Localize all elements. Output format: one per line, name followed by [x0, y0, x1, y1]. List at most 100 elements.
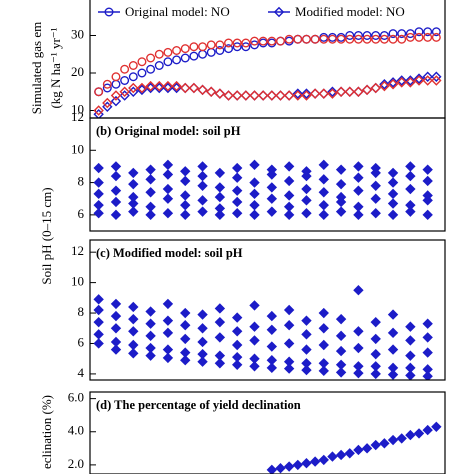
- point: [180, 190, 191, 201]
- point: [379, 438, 390, 449]
- point: [405, 29, 415, 39]
- point: [232, 196, 243, 208]
- point: [145, 174, 156, 185]
- point: [387, 209, 399, 221]
- point: [128, 198, 139, 209]
- point: [180, 199, 191, 211]
- point: [353, 444, 364, 456]
- point: [224, 44, 234, 54]
- point: [301, 358, 312, 369]
- point: [119, 86, 130, 97]
- point: [93, 199, 104, 211]
- point: [240, 90, 252, 101]
- point: [110, 298, 122, 310]
- point: [405, 429, 416, 441]
- point: [110, 336, 122, 348]
- panel-title: (b) Original model: soil pH: [96, 124, 241, 138]
- point: [145, 209, 156, 221]
- point: [422, 347, 433, 358]
- point: [180, 166, 191, 177]
- point: [197, 180, 208, 191]
- point: [111, 72, 121, 82]
- point: [128, 301, 139, 313]
- y-tick-label: 10: [71, 141, 84, 156]
- point: [335, 449, 347, 461]
- point: [422, 71, 433, 82]
- point: [431, 27, 441, 37]
- point: [197, 84, 208, 96]
- point: [387, 327, 399, 339]
- point: [283, 461, 295, 472]
- point: [370, 348, 381, 360]
- point: [422, 371, 433, 380]
- point: [361, 84, 373, 96]
- point: [214, 358, 226, 369]
- point: [137, 57, 147, 67]
- y-tick-label: 4.0: [68, 423, 84, 438]
- point: [405, 206, 416, 217]
- point: [422, 332, 433, 343]
- point: [93, 304, 104, 316]
- point: [206, 47, 216, 57]
- point: [232, 90, 243, 101]
- point: [370, 162, 381, 174]
- point: [180, 175, 191, 187]
- point: [180, 347, 191, 358]
- point: [214, 303, 226, 314]
- point: [414, 27, 424, 37]
- point: [162, 183, 174, 195]
- point: [283, 363, 295, 374]
- point: [266, 310, 278, 322]
- point: [266, 464, 278, 474]
- point: [93, 338, 104, 349]
- point: [162, 352, 174, 364]
- point: [180, 82, 191, 94]
- point: [189, 51, 199, 61]
- point: [405, 170, 416, 182]
- point: [128, 348, 139, 359]
- point: [387, 198, 399, 209]
- point: [283, 90, 295, 101]
- point: [128, 61, 138, 71]
- point: [310, 34, 320, 44]
- point: [206, 86, 217, 97]
- point: [283, 356, 295, 367]
- point: [335, 359, 347, 370]
- point: [414, 32, 424, 42]
- point: [301, 88, 312, 99]
- point: [249, 90, 260, 101]
- point: [371, 31, 381, 41]
- point: [110, 161, 122, 172]
- point: [266, 193, 278, 204]
- point: [214, 191, 226, 203]
- point: [431, 32, 441, 42]
- point: [240, 90, 252, 101]
- point: [422, 164, 433, 175]
- point: [387, 434, 399, 446]
- point: [387, 177, 399, 188]
- point: [214, 167, 226, 179]
- y-tick-label: 6.0: [68, 390, 84, 405]
- point: [110, 196, 122, 208]
- point: [110, 344, 122, 355]
- point: [335, 206, 347, 217]
- point: [266, 362, 278, 374]
- point: [110, 95, 122, 107]
- point: [267, 36, 277, 46]
- point: [387, 344, 399, 355]
- point: [214, 88, 226, 99]
- point: [128, 167, 139, 179]
- point: [318, 339, 329, 351]
- point: [405, 77, 416, 88]
- point: [232, 38, 242, 48]
- point: [198, 49, 208, 59]
- point: [379, 79, 390, 90]
- point: [422, 318, 433, 329]
- point: [353, 34, 363, 44]
- legend-label: Original model: NO: [125, 4, 230, 19]
- point: [422, 75, 433, 86]
- point: [102, 97, 113, 109]
- point: [257, 90, 269, 101]
- point: [266, 355, 278, 366]
- point: [162, 208, 174, 219]
